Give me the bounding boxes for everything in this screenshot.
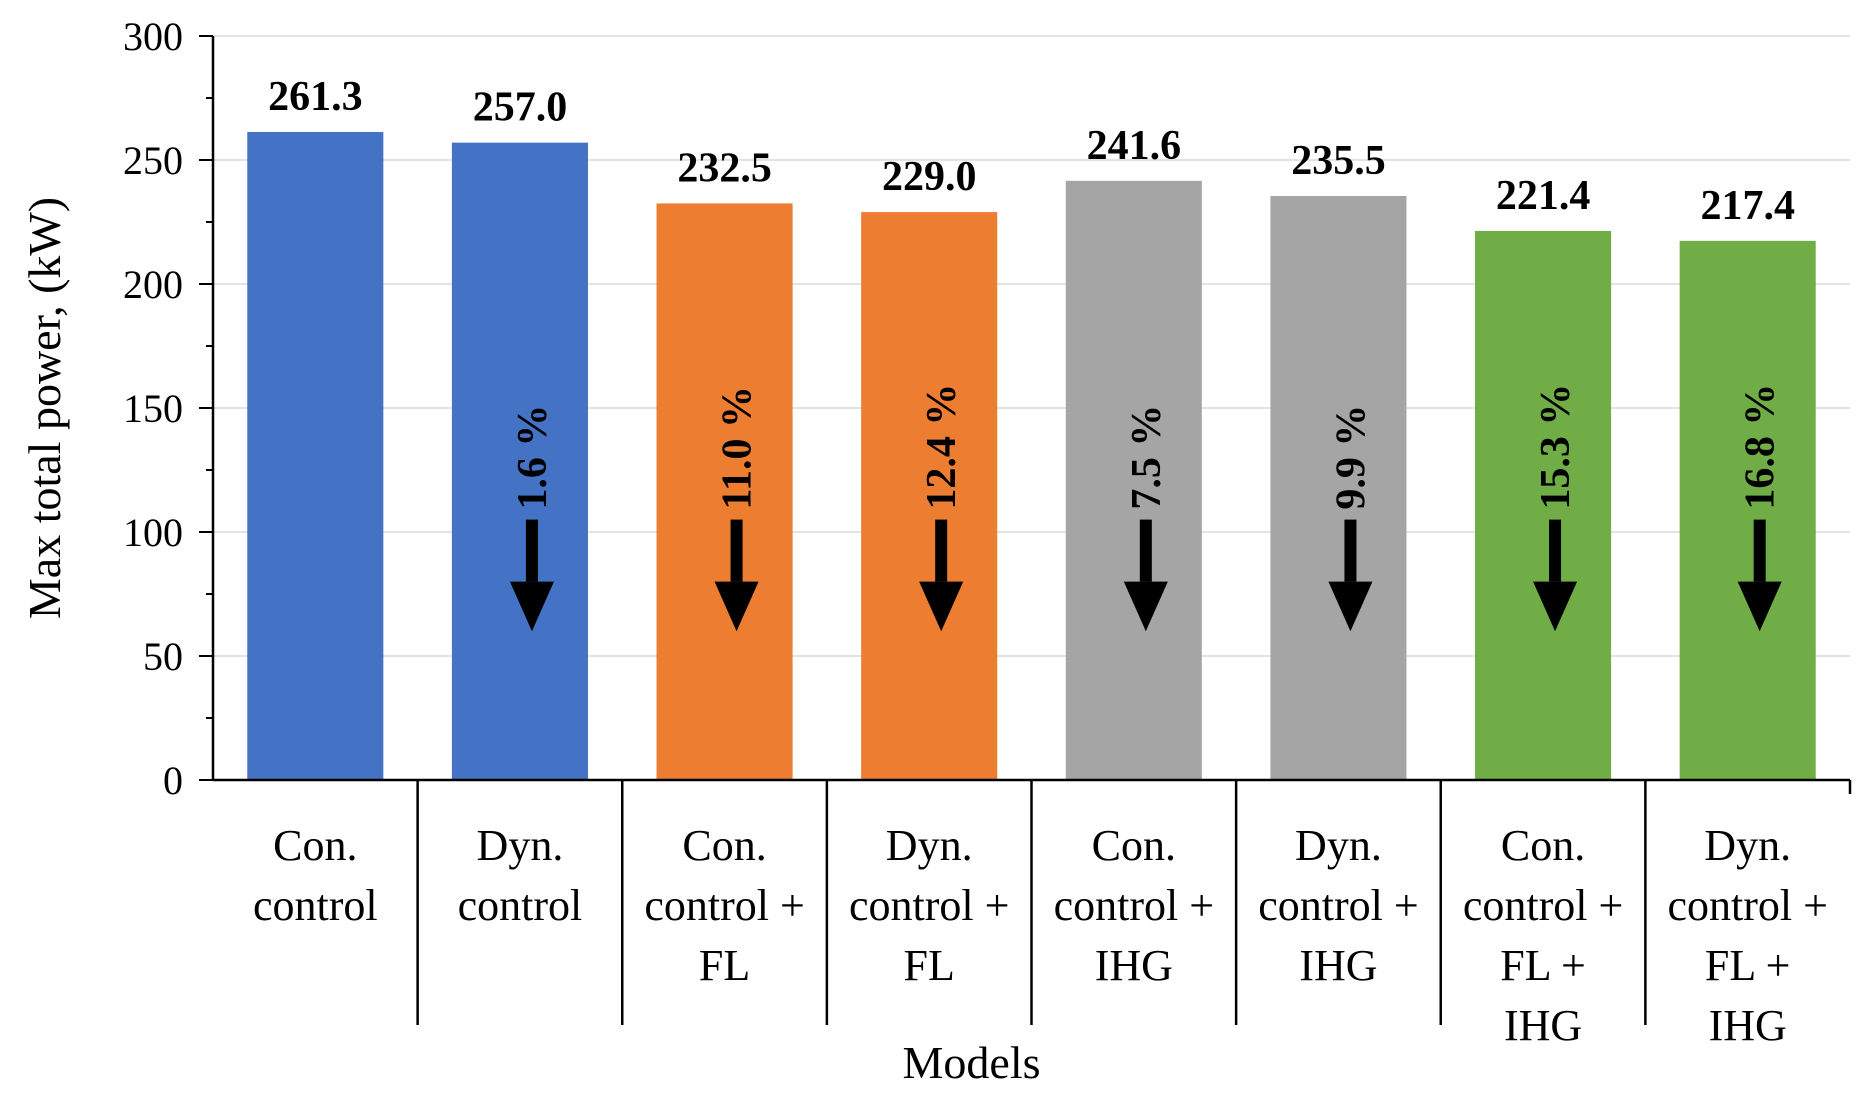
- axes: [199, 35, 1852, 1025]
- bar: [1270, 195, 1407, 780]
- category-label-line: Dyn.: [886, 821, 973, 870]
- arrow-shaft: [525, 519, 538, 582]
- arrow-shaft: [1139, 519, 1152, 582]
- category-label-line: FL: [699, 941, 750, 990]
- category-label: Con. control + FL + IHG: [1463, 821, 1623, 1050]
- category-label: Dyn. control: [458, 821, 583, 930]
- arrow-shaft: [1753, 519, 1766, 582]
- y-tick-label: 300: [123, 14, 183, 59]
- value-labels: 261.3 257.0 232.5 229.0 241.6 235.5 221.4 217.4: [268, 74, 1795, 229]
- reduction-label: 9.9 %: [1328, 405, 1374, 510]
- reduction-arrows: 1.6 % 11.0 % 12.4 % 7.5 % 9.9 % 15.3 % 16.8 %: [509, 384, 1784, 632]
- value-label: 261.3: [268, 74, 363, 120]
- value-label: 235.5: [1291, 138, 1386, 184]
- value-label: 232.5: [677, 145, 772, 191]
- bar: [1679, 240, 1816, 780]
- bar: [861, 212, 998, 780]
- category-label-line: Con.: [273, 821, 357, 870]
- category-label: Con. control + FL: [644, 821, 804, 990]
- arrow-shaft: [1344, 519, 1357, 582]
- arrow-down-icon: [509, 581, 554, 632]
- category-label-line: control +: [1667, 881, 1827, 930]
- category-label-line: Dyn.: [1295, 821, 1382, 870]
- category-label-line: FL: [904, 941, 955, 990]
- bar: [451, 142, 588, 780]
- bar: [247, 131, 384, 780]
- value-label: 221.4: [1496, 173, 1591, 219]
- arrow-shaft: [730, 519, 743, 582]
- category-label-line: Con.: [1092, 821, 1176, 870]
- reduction-label: 15.3 %: [1533, 384, 1579, 510]
- reduction-label: 16.8 %: [1738, 384, 1784, 510]
- arrow-shaft: [1549, 519, 1562, 582]
- category-label-line: Dyn.: [1704, 821, 1791, 870]
- category-label: Dyn. control + FL + IHG: [1667, 821, 1827, 1050]
- category-label-line: control: [253, 881, 378, 930]
- value-label: 257.0: [473, 85, 568, 131]
- y-axis-title: Max total power, (kW): [19, 197, 70, 619]
- category-label-line: control +: [849, 881, 1009, 930]
- value-label: 217.4: [1700, 183, 1795, 229]
- category-label-line: IHG: [1709, 1001, 1787, 1050]
- category-label-line: Dyn.: [477, 821, 564, 870]
- category-label-line: control: [458, 881, 583, 930]
- category-label-line: FL +: [1500, 941, 1586, 990]
- category-label-line: IHG: [1504, 1001, 1582, 1050]
- bar: [656, 203, 793, 780]
- category-label: Con. control: [253, 821, 378, 930]
- bars: [247, 131, 1816, 781]
- category-label-line: control +: [1463, 881, 1623, 930]
- y-tick-label: 100: [123, 510, 183, 555]
- value-label: 241.6: [1087, 123, 1182, 169]
- category-label: Dyn. control + IHG: [1258, 821, 1418, 990]
- reduction-label: 12.4 %: [919, 384, 965, 510]
- arrow-down-icon: [714, 581, 759, 632]
- category-label-line: control +: [644, 881, 804, 930]
- category-label-line: control +: [1054, 881, 1214, 930]
- bar: [1065, 180, 1202, 780]
- arrow-down-icon: [919, 581, 964, 632]
- value-label: 229.0: [882, 154, 977, 200]
- y-tick-label: 150: [123, 386, 183, 431]
- x-axis-title: Models: [903, 1037, 1041, 1088]
- reduction-label: 11.0 %: [715, 386, 761, 510]
- y-tick-label: 50: [143, 634, 183, 679]
- y-tick-label: 0: [163, 758, 183, 803]
- reduction-label: 7.5 %: [1124, 405, 1170, 510]
- arrow-down-icon: [1328, 581, 1373, 632]
- y-tick-label: 250: [123, 138, 183, 183]
- category-label-line: Con.: [1501, 821, 1585, 870]
- arrow-down-icon: [1737, 581, 1782, 632]
- arrow-down-icon: [1123, 581, 1168, 632]
- category-label-line: Con.: [682, 821, 766, 870]
- category-label-line: IHG: [1299, 941, 1377, 990]
- reduction-label: 1.6 %: [510, 405, 556, 510]
- category-label: Dyn. control + FL: [849, 821, 1009, 990]
- y-tick-labels: 0 50 100 150 200 250 300: [123, 14, 183, 803]
- bar: [1475, 230, 1612, 781]
- arrow-down-icon: [1533, 581, 1578, 632]
- category-label-line: FL +: [1705, 941, 1791, 990]
- y-tick-label: 200: [123, 262, 183, 307]
- category-label: Con. control + IHG: [1054, 821, 1214, 990]
- arrow-shaft: [935, 519, 948, 582]
- category-label-line: IHG: [1095, 941, 1173, 990]
- category-label-line: control +: [1258, 881, 1418, 930]
